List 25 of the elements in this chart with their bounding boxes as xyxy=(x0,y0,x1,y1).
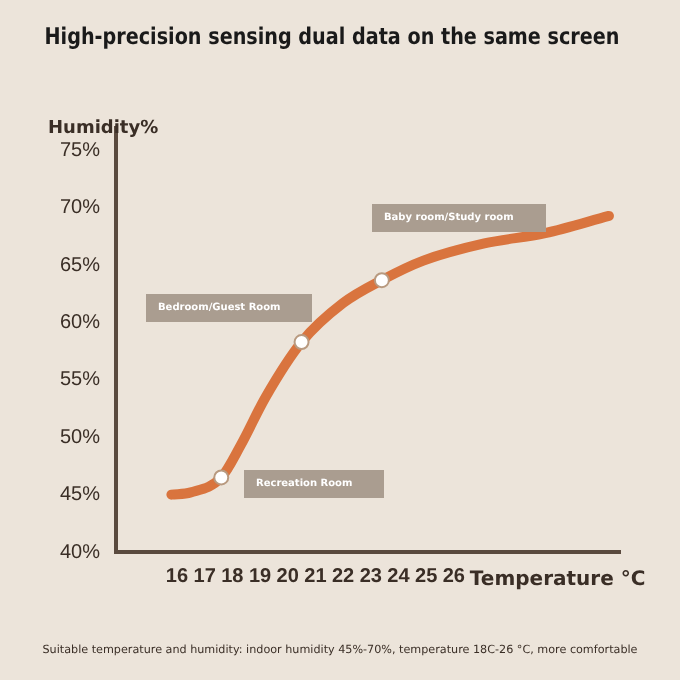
y-axis-title: Humidity% xyxy=(48,118,159,139)
y-tick-label: 70% xyxy=(60,197,101,220)
point xyxy=(213,469,230,486)
x-tick-label: 19 xyxy=(248,565,273,588)
x-axis-title: Temperature °C xyxy=(469,569,646,592)
x-tick-label: 18 xyxy=(221,565,245,588)
x-tick-label: 17 xyxy=(193,565,217,588)
y-tick-label: 65% xyxy=(60,254,101,277)
y-tick-label: 75% xyxy=(60,140,101,163)
x-tick-label: 20 xyxy=(276,565,300,588)
x-tick-label: 26 xyxy=(442,565,466,588)
y-tick-label: 55% xyxy=(60,369,101,392)
y-tick-label: 40% xyxy=(60,541,101,564)
chart-title: High-precision sensing dual data on the same screen xyxy=(44,24,620,51)
y-tick-label: 60% xyxy=(60,312,101,335)
x-tick-label: 16 xyxy=(165,565,189,588)
point xyxy=(373,272,390,289)
y-tick-label: 50% xyxy=(60,426,101,449)
x-tick-label: 21 xyxy=(304,565,328,588)
x-tick-label: 24 xyxy=(387,565,411,588)
x-tick-label: 23 xyxy=(359,565,383,588)
y-tick-label: 45% xyxy=(60,484,101,507)
x-tick-label: 25 xyxy=(415,565,439,588)
point xyxy=(293,334,310,351)
x-tick-label: 22 xyxy=(331,565,356,588)
